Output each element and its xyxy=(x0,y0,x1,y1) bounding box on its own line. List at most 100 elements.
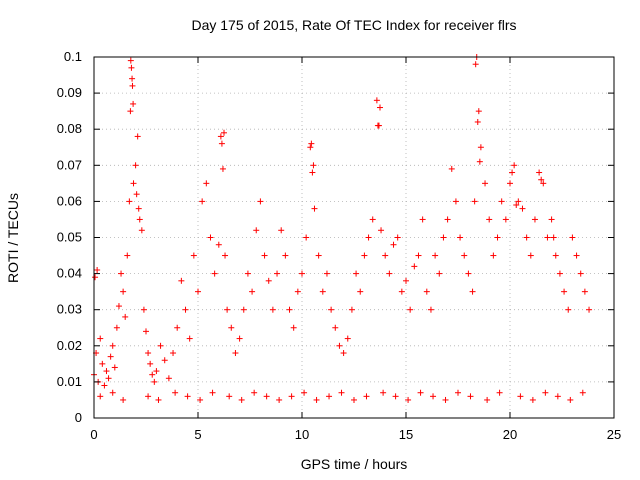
data-point xyxy=(274,270,281,277)
data-point xyxy=(190,252,197,259)
data-point xyxy=(184,393,191,400)
data-point xyxy=(278,227,285,234)
data-point xyxy=(548,216,555,223)
data-point xyxy=(365,234,372,241)
data-point xyxy=(99,360,106,367)
grid-layer xyxy=(94,57,614,418)
data-point xyxy=(374,122,381,129)
data-point xyxy=(455,389,461,396)
data-point xyxy=(407,306,414,313)
data-point xyxy=(531,216,538,223)
data-point xyxy=(494,234,501,241)
x-tick-label: 20 xyxy=(503,427,517,442)
data-point xyxy=(97,335,104,342)
data-point xyxy=(199,198,206,205)
data-point xyxy=(165,375,172,382)
y-tick-label: 0.03 xyxy=(57,302,82,317)
data-point xyxy=(105,375,112,382)
data-point xyxy=(257,198,264,205)
data-point xyxy=(482,180,489,187)
data-point xyxy=(319,288,326,295)
ticks-layer: 0 0.01 0.02 0.03 0.04 0.05 0.06 0.07 0.08 0.09 0.1… xyxy=(57,49,622,442)
data-point xyxy=(561,288,568,295)
data-point xyxy=(519,205,526,212)
data-point xyxy=(222,252,229,259)
data-point xyxy=(97,393,104,400)
data-point xyxy=(461,252,468,259)
data-point xyxy=(556,270,563,277)
y-tick-label: 0.04 xyxy=(57,266,82,281)
data-point xyxy=(224,306,231,313)
data-point xyxy=(552,252,559,259)
data-point xyxy=(469,288,476,295)
data-point xyxy=(427,306,434,313)
data-point xyxy=(529,396,536,403)
data-point xyxy=(476,158,483,165)
data-point xyxy=(203,180,210,187)
data-point xyxy=(357,288,364,295)
x-axis-label: GPS time / hours xyxy=(300,456,408,472)
data-point xyxy=(353,270,360,277)
data-point xyxy=(308,140,315,147)
data-point xyxy=(120,396,127,403)
data-point xyxy=(313,396,320,403)
data-point xyxy=(157,342,164,349)
data-point xyxy=(217,133,224,140)
data-point xyxy=(170,350,177,357)
data-point xyxy=(113,324,120,331)
data-point xyxy=(263,393,270,400)
data-point xyxy=(238,396,245,403)
data-point xyxy=(544,234,551,241)
data-point xyxy=(361,252,368,259)
data-point xyxy=(328,306,335,313)
data-point xyxy=(542,389,549,396)
data-point xyxy=(363,393,370,400)
data-point xyxy=(423,288,430,295)
data-point xyxy=(140,306,147,313)
data-point xyxy=(554,393,561,400)
data-point xyxy=(301,389,308,396)
data-point xyxy=(577,270,584,277)
data-point xyxy=(128,64,135,71)
data-point xyxy=(138,227,145,234)
data-point xyxy=(336,342,343,349)
data-point xyxy=(440,234,447,241)
points-layer xyxy=(91,54,593,403)
data-point xyxy=(511,162,518,169)
data-point xyxy=(286,306,293,313)
x-tick-label: 15 xyxy=(399,427,413,442)
data-point xyxy=(215,241,222,248)
data-point xyxy=(226,393,233,400)
data-point xyxy=(130,100,137,107)
y-tick-label: 0.07 xyxy=(57,157,82,172)
data-point xyxy=(484,396,491,403)
data-point xyxy=(392,393,399,400)
data-point xyxy=(465,270,472,277)
data-point xyxy=(390,241,397,248)
data-point xyxy=(228,324,235,331)
data-point xyxy=(457,234,464,241)
data-point xyxy=(251,389,258,396)
data-point xyxy=(442,396,449,403)
data-point xyxy=(581,288,588,295)
data-point xyxy=(382,252,389,259)
data-point xyxy=(338,389,345,396)
x-tick-label: 10 xyxy=(295,427,309,442)
data-point xyxy=(373,97,380,104)
y-tick-label: 0.08 xyxy=(57,121,82,136)
data-point xyxy=(221,129,227,136)
data-point xyxy=(130,180,137,187)
data-point xyxy=(240,306,247,313)
x-tick-label: 25 xyxy=(607,427,621,442)
data-point xyxy=(111,364,118,371)
data-point xyxy=(103,368,110,375)
data-point xyxy=(101,382,108,389)
y-tick-label: 0.09 xyxy=(57,85,82,100)
data-point xyxy=(444,216,451,223)
data-point xyxy=(417,389,424,396)
data-point xyxy=(153,368,160,375)
data-point xyxy=(486,216,493,223)
data-point xyxy=(244,270,251,277)
data-point xyxy=(490,252,497,259)
data-point xyxy=(517,393,524,400)
